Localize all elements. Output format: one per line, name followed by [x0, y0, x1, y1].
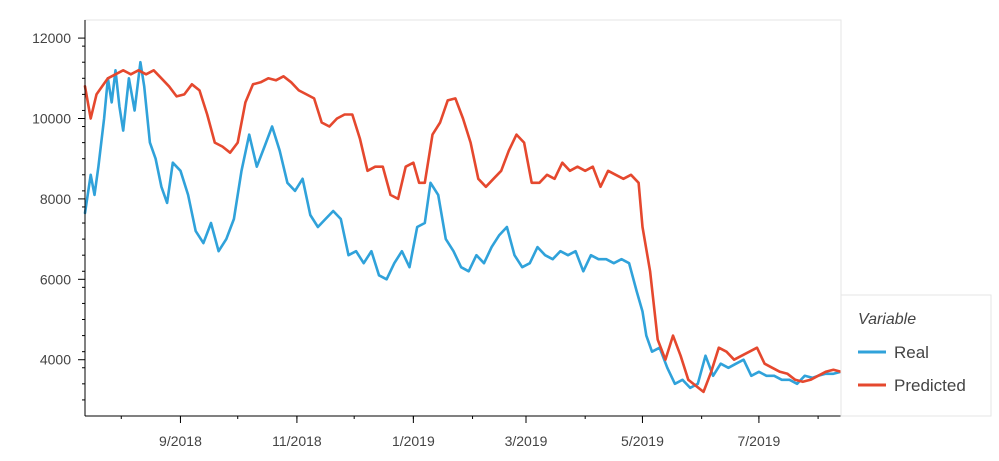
legend-title: Variable — [858, 311, 916, 328]
legend-label-real: Real — [894, 343, 929, 362]
x-tick-label: 1/2019 — [392, 433, 435, 449]
series-line-real — [83, 60, 843, 390]
x-tick-label: 3/2019 — [505, 433, 548, 449]
x-tick-label: 5/2019 — [621, 433, 664, 449]
y-tick-label: 4000 — [40, 352, 71, 368]
x-tick-label: 7/2019 — [737, 433, 780, 449]
series-layer — [83, 60, 843, 394]
x-tick-label: 11/2018 — [272, 433, 322, 449]
series-line-predicted — [83, 69, 843, 394]
y-axis: 4000 6000 8000 10000 12000 — [32, 30, 85, 401]
x-tick-label: 9/2018 — [159, 433, 202, 449]
legend: Variable Real Predicted — [840, 294, 992, 417]
legend-box — [840, 294, 992, 417]
plot-frame — [84, 19, 842, 417]
legend-label-predicted: Predicted — [894, 376, 966, 395]
x-axis: 9/2018 11/2018 1/2019 3/2019 5/2019 7/2019 — [120, 416, 819, 449]
y-tick-label: 8000 — [40, 191, 71, 207]
y-tick-label: 12000 — [32, 30, 71, 46]
y-tick-label: 10000 — [32, 110, 71, 126]
y-tick-label: 6000 — [40, 271, 71, 287]
